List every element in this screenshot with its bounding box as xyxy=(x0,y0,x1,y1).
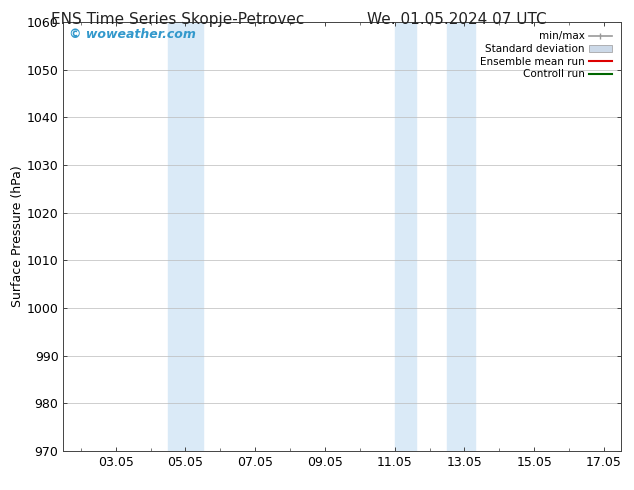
Bar xyxy=(394,22,416,451)
Text: © woweather.com: © woweather.com xyxy=(69,28,196,42)
Y-axis label: Surface Pressure (hPa): Surface Pressure (hPa) xyxy=(11,166,24,307)
Legend: min/max, Standard deviation, Ensemble mean run, Controll run: min/max, Standard deviation, Ensemble me… xyxy=(476,27,616,83)
Text: We. 01.05.2024 07 UTC: We. 01.05.2024 07 UTC xyxy=(366,12,547,27)
Bar xyxy=(447,22,475,451)
Bar xyxy=(168,22,203,451)
Text: ENS Time Series Skopje-Petrovec: ENS Time Series Skopje-Petrovec xyxy=(51,12,304,27)
